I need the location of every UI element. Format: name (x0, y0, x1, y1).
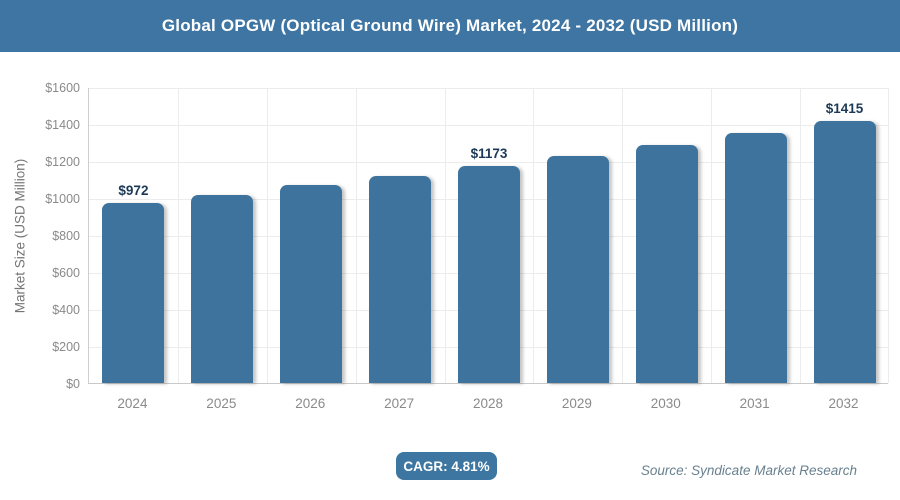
y-tick-label: $0 (66, 377, 80, 391)
v-gridline (444, 88, 446, 383)
plot-area: $972 $1173 $1415 (88, 88, 889, 384)
y-tick-label: $800 (52, 229, 80, 243)
bar-chart: Market Size (USD Million) $972 $1173 $1415… (0, 52, 900, 440)
bar-2030[interactable] (635, 144, 698, 383)
bar-2025[interactable] (191, 194, 254, 383)
x-tick-label-2031: 2031 (739, 396, 770, 411)
v-gridline (800, 88, 802, 383)
source-attribution: Source: Syndicate Market Research (640, 463, 857, 478)
y-tick-label: $1000 (45, 192, 80, 206)
y-tick-label: $200 (52, 340, 80, 354)
x-tick-label-2029: 2029 (561, 396, 592, 411)
x-tick-label-2027: 2027 (384, 396, 415, 411)
v-gridline (266, 88, 268, 383)
bar-2032[interactable] (813, 121, 876, 383)
y-tick-label: $1400 (45, 118, 80, 132)
chart-title-bar: Global OPGW (Optical Ground Wire) Market… (0, 0, 900, 52)
v-gridline (711, 88, 713, 383)
x-tick-label-2025: 2025 (206, 396, 237, 411)
bar-2031[interactable] (724, 133, 787, 383)
bar-value-label-2028: $1173 (470, 146, 508, 161)
x-tick-label-2028: 2028 (472, 396, 504, 411)
x-tick-label-2026: 2026 (295, 396, 326, 411)
v-gridline (355, 88, 357, 383)
v-gridline (622, 88, 624, 383)
cagr-badge-label: CAGR: 4.81% (403, 458, 490, 474)
x-tick-label-2024: 2024 (117, 396, 148, 411)
y-tick-label: $600 (52, 266, 80, 280)
v-gridline (177, 88, 179, 383)
y-tick-label: $1600 (45, 81, 80, 95)
y-tick-label: $1200 (45, 155, 80, 169)
bar-value-label-2024: $972 (118, 183, 149, 199)
chart-title: Global OPGW (Optical Ground Wire) Market… (161, 16, 739, 35)
bar-2028[interactable] (458, 166, 520, 383)
bar-2026[interactable] (280, 185, 343, 383)
x-tick-label-2032: 2032 (828, 396, 859, 411)
cagr-badge: CAGR: 4.81% (396, 452, 497, 480)
h-gridline (89, 162, 888, 163)
y-axis-title: Market Size (USD Million) (12, 158, 28, 314)
x-tick-label-2030: 2030 (650, 396, 681, 411)
v-gridline (533, 88, 535, 383)
v-gridline (888, 88, 889, 383)
bar-2029[interactable] (546, 155, 609, 383)
h-gridline (89, 125, 888, 126)
y-tick-label: $400 (52, 303, 80, 317)
bar-2024[interactable] (102, 203, 165, 383)
h-gridline (89, 88, 888, 89)
bar-2027[interactable] (369, 176, 432, 383)
bar-value-label-2032: $1415 (825, 101, 864, 117)
